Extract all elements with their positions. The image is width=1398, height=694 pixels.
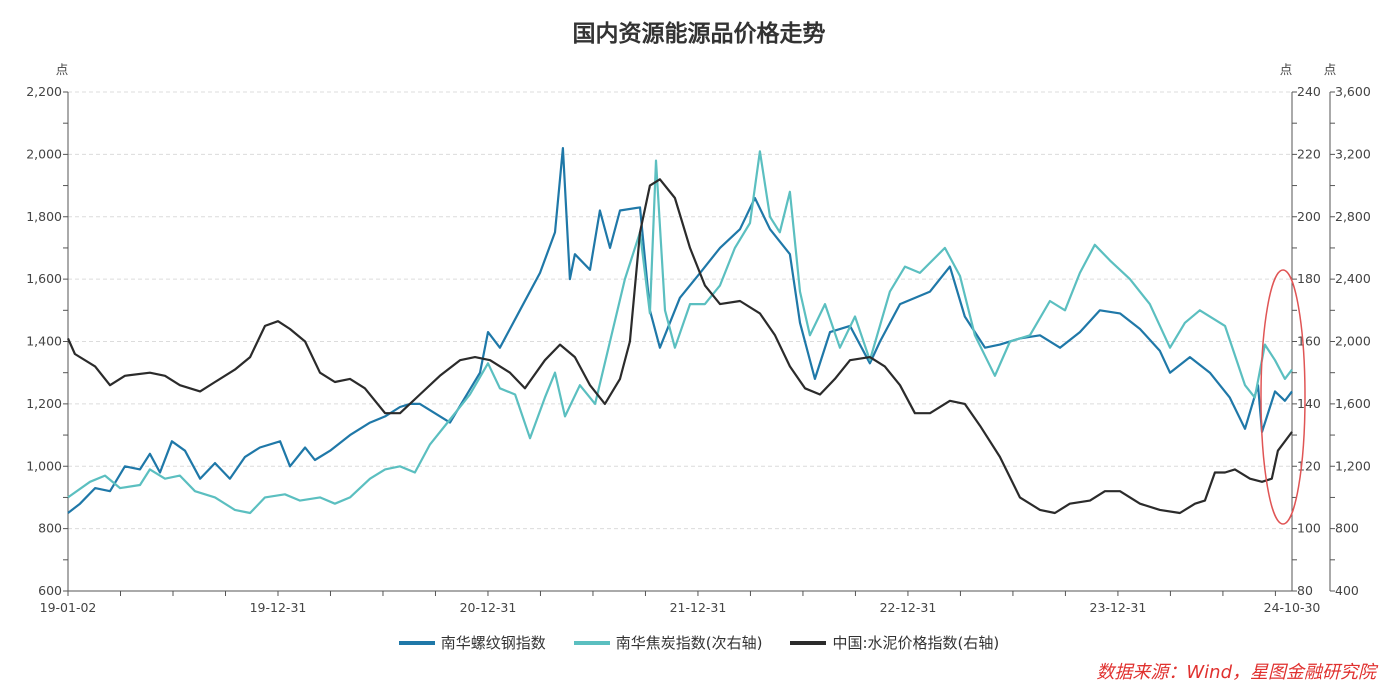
legend-swatch — [573, 640, 610, 645]
chart-title: 国内资源能源品价格走势 — [572, 21, 826, 47]
right2-y-tick-label: 2,000 — [1335, 334, 1371, 349]
y-tick-label: 1,400 — [26, 334, 62, 349]
left-axis-unit: 点 — [56, 62, 69, 77]
right2-y-tick-label: 2,800 — [1335, 209, 1371, 224]
right2-y-tick-label: 800 — [1335, 521, 1359, 536]
series-line-1 — [67, 150, 1293, 515]
x-tick-label: 22-12-31 — [880, 600, 937, 615]
series-line-2 — [66, 178, 1293, 515]
right-y-tick-label: 180 — [1297, 271, 1321, 286]
legend-item-cement: 中国:水泥价格指数(右轴) — [790, 632, 999, 653]
legend-item-coke: 南华焦炭指数(次右轴) — [573, 632, 763, 653]
legend-label: 南华螺纹钢指数 — [440, 634, 546, 652]
right2-y-tick-label: 3,200 — [1335, 146, 1371, 161]
legend-swatch — [790, 640, 827, 645]
right-y-tick-label: 100 — [1297, 521, 1321, 536]
y-tick-label: 1,600 — [26, 271, 62, 286]
right-y-tick-label: 120 — [1297, 458, 1321, 473]
right2-y-tick-label: 400 — [1335, 583, 1359, 598]
x-tick-label: 24-10-30 — [1264, 600, 1321, 615]
highlight-ellipse — [1260, 269, 1306, 525]
y-tick-label: 2,000 — [26, 146, 62, 161]
x-tick-label: 20-12-31 — [460, 600, 517, 615]
y-tick-label: 1,000 — [26, 458, 62, 473]
legend-label: 南华焦炭指数(次右轴) — [615, 634, 763, 652]
y-tick-label: 800 — [38, 521, 62, 536]
series-line-0 — [67, 147, 1293, 514]
legend-label: 中国:水泥价格指数(右轴) — [832, 634, 1000, 652]
right2-y-tick-label: 2,400 — [1335, 271, 1371, 286]
right2-y-tick-label: 1,600 — [1335, 396, 1371, 411]
y-tick-label: 1,800 — [26, 209, 62, 224]
right2-y-tick-label: 1,200 — [1335, 458, 1371, 473]
y-tick-label: 2,200 — [26, 84, 62, 99]
legend-swatch — [398, 640, 435, 645]
x-tick-label: 19-01-02 — [40, 600, 97, 615]
right2-axis-unit: 点 — [1324, 62, 1337, 77]
x-tick-label: 21-12-31 — [670, 600, 727, 615]
data-source-note: 数据来源：Wind，星图金融研究院 — [1096, 662, 1376, 683]
x-tick-label: 23-12-31 — [1090, 600, 1147, 615]
right-axis-unit: 点 — [1280, 62, 1293, 77]
x-tick-label: 19-12-31 — [250, 600, 307, 615]
right-y-tick-label: 140 — [1297, 396, 1321, 411]
right-y-tick-label: 160 — [1297, 334, 1321, 349]
right-y-tick-label: 220 — [1297, 146, 1321, 161]
legend: 南华螺纹钢指数 南华焦炭指数(次右轴) 中国:水泥价格指数(右轴) — [0, 632, 1398, 653]
legend-item-rebar: 南华螺纹钢指数 — [398, 632, 546, 653]
right-y-tick-label: 240 — [1297, 84, 1321, 99]
right2-y-tick-label: 3,600 — [1335, 84, 1371, 99]
right-y-tick-label: 200 — [1297, 209, 1321, 224]
right-y-tick-label: 80 — [1297, 583, 1313, 598]
y-tick-label: 1,200 — [26, 396, 62, 411]
y-tick-label: 600 — [38, 583, 62, 598]
